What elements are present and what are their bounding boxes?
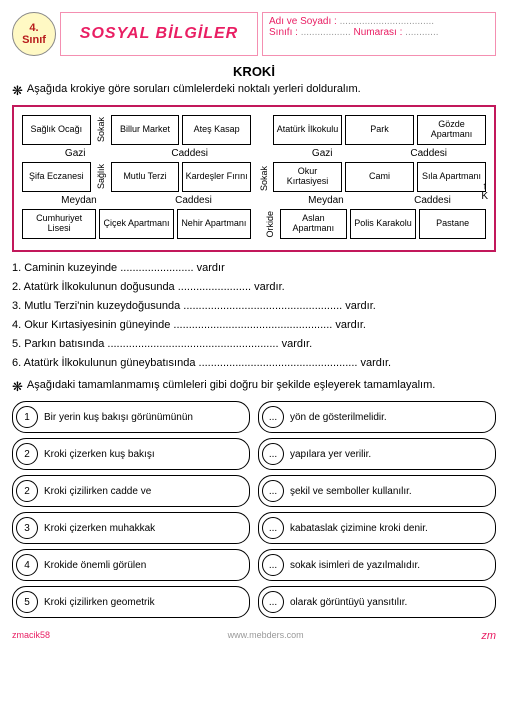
match-left-item: 3Kroki çizerken muhakkak: [12, 512, 250, 544]
question-line: 3. Mutlu Terzi'nin kuzeydoğusunda ......…: [12, 300, 496, 312]
subject-title: SOSYAL BİLGİLER: [60, 12, 258, 56]
instruction-2-text: Aşağıdaki tamamlanmamış cümleleri gibi d…: [27, 379, 435, 391]
map-cell: Atatürk İlkokulu: [273, 115, 342, 145]
match-grid: 1Bir yerin kuş bakışı görünümünün ...yön…: [12, 401, 496, 618]
num-circle: 2: [16, 443, 38, 465]
match-left-item: 5Kroki çizilirken geometrik: [12, 586, 250, 618]
num-circle: 1: [16, 406, 38, 428]
street-vertical: Orkide: [263, 211, 277, 238]
match-left-item: 2Kroki çizerken kuş bakışı: [12, 438, 250, 470]
map-cell: Nehir Apartmanı: [177, 209, 251, 239]
class-label: Sınıfı :: [269, 27, 298, 38]
map-cell: Cami: [345, 162, 414, 192]
bullet-icon: ❋: [12, 83, 23, 99]
instruction-1-text: Aşağıda krokiye göre soruları cümlelerde…: [27, 83, 361, 95]
compass-label: K: [481, 192, 488, 202]
match-right-item[interactable]: ...olarak görüntüyü yansıtılır.: [258, 586, 496, 618]
match-right-item[interactable]: ...yön de gösterilmelidir.: [258, 401, 496, 433]
question-line: 6. Atatürk İlkokulunun güneybatısında ..…: [12, 357, 496, 369]
question-line: 2. Atatürk İlkokulunun doğusunda .......…: [12, 281, 496, 293]
instruction-1: ❋ Aşağıda krokiye göre soruları cümleler…: [12, 83, 496, 99]
num-circle: 5: [16, 591, 38, 613]
instruction-2: ❋ Aşağıdaki tamamlanmamış cümleleri gibi…: [12, 379, 496, 395]
name-label: Adı ve Soyadı :: [269, 16, 337, 27]
map-cell: Okur Kırtasiyesi: [273, 162, 342, 192]
match-right-item[interactable]: ...şekil ve semboller kullanılır.: [258, 475, 496, 507]
street-vertical: Sokak: [94, 117, 108, 142]
street-vertical: Sokak: [257, 166, 271, 191]
map-cell: Pastane: [419, 209, 486, 239]
map-cell: Çiçek Apartmanı: [99, 209, 173, 239]
num-circle: 3: [16, 517, 38, 539]
match-left-item: 2Kroki çizilirken cadde ve: [12, 475, 250, 507]
num-circle: 2: [16, 480, 38, 502]
number-label: Numarası :: [353, 27, 402, 38]
map-frame: Sağlık Ocağı Sokak Billur Market Ateş Ka…: [12, 105, 496, 252]
blank-circle[interactable]: ...: [262, 517, 284, 539]
map-cell: Mutlu Terzi: [111, 162, 180, 192]
number-blank[interactable]: ............: [405, 27, 438, 38]
map-cell: Gözde Apartmanı: [417, 115, 486, 145]
questions: 1. Caminin kuzeyinde ...................…: [12, 262, 496, 369]
map-cell: Kardeşler Fırını: [182, 162, 251, 192]
map-cell: Park: [345, 115, 414, 145]
street-vertical: Sağlık: [94, 164, 108, 189]
page-title: KROKİ: [12, 64, 496, 79]
map-left: Sağlık Ocağı Sokak Billur Market Ateş Ka…: [22, 115, 251, 242]
class-blank[interactable]: ..................: [301, 27, 351, 38]
map-cell: Şifa Eczanesi: [22, 162, 91, 192]
map-cell: Aslan Apartmanı: [280, 209, 347, 239]
footer: zmacik58 www.mebders.com zm: [12, 630, 496, 640]
question-line: 4. Okur Kırtasiyesinin güneyinde .......…: [12, 319, 496, 331]
blank-circle[interactable]: ...: [262, 554, 284, 576]
match-right-item[interactable]: ...kabataslak çizimine kroki denir.: [258, 512, 496, 544]
question-line: 5. Parkın batısında ....................…: [12, 338, 496, 350]
grade-label: Sınıf: [22, 34, 46, 46]
map-cell: Sıla Apartmanı: [417, 162, 486, 192]
map-right: Sokak Atatürk İlkokulu Park Gözde Apartm…: [257, 115, 486, 242]
footer-center: www.mebders.com: [228, 630, 304, 640]
match-left-item: 4Krokide önemli görülen: [12, 549, 250, 581]
map-cell: Sağlık Ocağı: [22, 115, 91, 145]
question-line: 1. Caminin kuzeyinde ...................…: [12, 262, 496, 274]
map-cell: Polis Karakolu: [350, 209, 417, 239]
bullet-icon: ❋: [12, 379, 23, 395]
blank-circle[interactable]: ...: [262, 591, 284, 613]
blank-circle[interactable]: ...: [262, 406, 284, 428]
blank-circle[interactable]: ...: [262, 480, 284, 502]
map-cell: Cumhuriyet Lisesi: [22, 209, 96, 239]
map-cell: Ateş Kasap: [182, 115, 251, 145]
footer-right: zm: [481, 630, 496, 642]
map-cell: Billur Market: [111, 115, 180, 145]
match-left-item: 1Bir yerin kuş bakışı görünümünün: [12, 401, 250, 433]
student-info: Adı ve Soyadı : ........................…: [262, 12, 496, 56]
grade-badge: 4. Sınıf: [12, 12, 56, 56]
blank-circle[interactable]: ...: [262, 443, 284, 465]
match-right-item[interactable]: ...yapılara yer verilir.: [258, 438, 496, 470]
grade-number: 4.: [29, 22, 38, 34]
footer-left: zmacik58: [12, 630, 50, 640]
match-right-item[interactable]: ...sokak isimleri de yazılmalıdır.: [258, 549, 496, 581]
num-circle: 4: [16, 554, 38, 576]
header: 4. Sınıf SOSYAL BİLGİLER Adı ve Soyadı :…: [12, 12, 496, 56]
compass: ↑ K: [481, 182, 488, 202]
name-blank[interactable]: ..................................: [340, 16, 434, 27]
